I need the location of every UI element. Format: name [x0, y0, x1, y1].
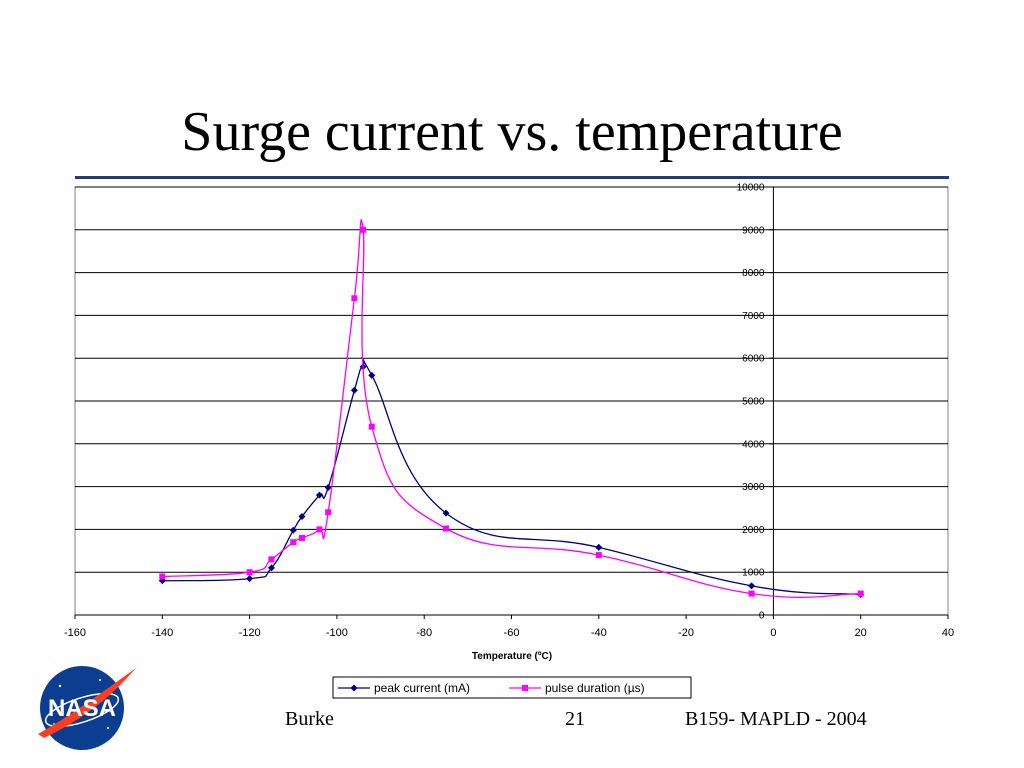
x-tick-labels: -160 -140 -120 -100 -80 -60 -40 -20 0 20 40 [64, 627, 954, 639]
title-rule [75, 176, 949, 179]
data-point-diamond [748, 582, 756, 590]
x-tick-label: -80 [416, 627, 432, 639]
series-line-0 [162, 356, 861, 596]
y-tick-label: 9000 [742, 225, 765, 236]
y-tick-label: 8000 [742, 268, 765, 279]
y-tick-label: 10000 [737, 183, 765, 194]
data-point-diamond [298, 513, 306, 521]
gridlines [75, 186, 948, 573]
data-point-square [368, 423, 375, 430]
y-tick-label: 0 [759, 611, 765, 622]
data-point-diamond [442, 509, 450, 517]
data-point-square [360, 226, 367, 233]
x-tick-label: -20 [678, 627, 694, 639]
footer-conference: B159- MAPLD - 2004 [685, 708, 867, 730]
x-tick-label: -160 [64, 627, 86, 639]
data-point-diamond [289, 526, 297, 534]
data-point-diamond [368, 371, 376, 379]
data-point-square [857, 590, 864, 597]
data-point-diamond [324, 483, 332, 491]
data-point-diamond [315, 491, 323, 499]
data-point-square [443, 525, 450, 532]
y-tick-label: 3000 [742, 482, 765, 493]
data-point-square [748, 590, 755, 597]
y-tick-label: 7000 [742, 311, 765, 322]
x-tick-label: -60 [504, 627, 520, 639]
data-point-diamond [246, 575, 254, 583]
y-tick-label: 1000 [742, 568, 765, 579]
slide-title: Surge current vs. temperature [181, 101, 843, 163]
x-tick-label: -120 [239, 627, 261, 639]
footer-page-number: 21 [565, 708, 585, 730]
data-point-square [268, 556, 275, 563]
y-tick-label: 6000 [742, 354, 765, 365]
legend-pulse-label: pulse duration (µs) [545, 681, 645, 695]
data-point-square [159, 573, 166, 580]
data-point-square [351, 295, 358, 302]
legend-peak-label: peak current (mA) [374, 681, 470, 695]
x-tick-label: -140 [151, 627, 173, 639]
y-tick-label: 4000 [742, 439, 765, 450]
axes [74, 186, 949, 619]
data-point-diamond [595, 543, 603, 551]
data-point-diamond [350, 386, 358, 394]
x-tick-label: -40 [591, 627, 607, 639]
x-tick-label: 20 [855, 627, 867, 639]
y-tick-label: 2000 [742, 525, 765, 536]
legend-peak-marker [350, 684, 358, 692]
series-layer [158, 219, 865, 599]
x-axis-label: Temperature (ºC) [472, 651, 552, 662]
data-point-square [246, 569, 253, 576]
data-point-square [316, 526, 323, 533]
x-tick-label: 0 [770, 627, 776, 639]
data-point-square [290, 539, 297, 546]
nasa-logo: NASA [38, 666, 136, 750]
legend-pulse-marker [522, 685, 528, 691]
x-tick-label: -100 [326, 627, 348, 639]
data-point-square [595, 552, 602, 559]
x-tick-label: 40 [942, 627, 954, 639]
data-point-diamond [267, 564, 275, 572]
data-point-square [325, 509, 332, 516]
data-point-square [298, 534, 305, 541]
legend: peak current (mA) pulse duration (µs) [332, 676, 692, 699]
y-tick-labels: 0 1000 2000 3000 4000 5000 6000 7000 8000 9000 100… [737, 183, 765, 622]
footer-author: Burke [285, 708, 334, 730]
y-tick-label: 5000 [742, 397, 765, 408]
nasa-logo-text: NASA [48, 695, 116, 722]
